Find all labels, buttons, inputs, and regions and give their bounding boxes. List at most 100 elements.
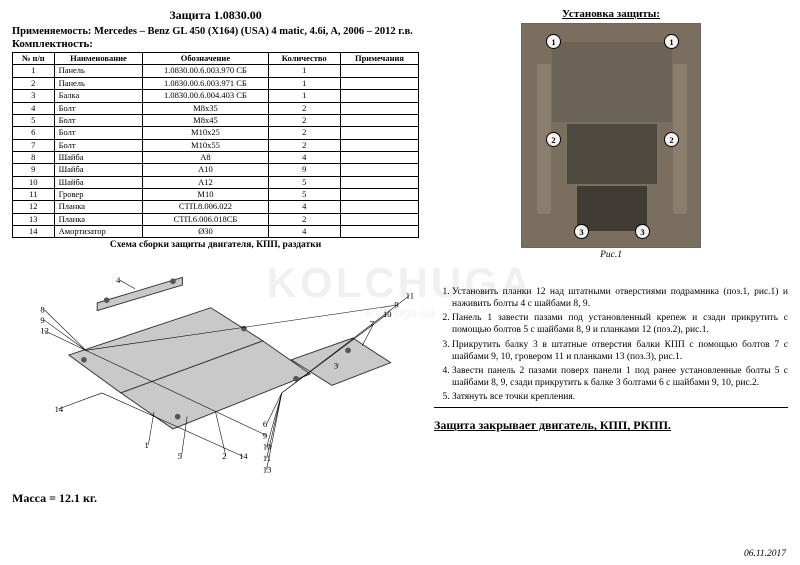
assembly-drawing: 489121415214691011133710911 Масса = 12.1… (12, 264, 419, 484)
table-cell: Шайба (54, 176, 143, 188)
table-cell: 4 (268, 201, 340, 213)
table-cell (340, 225, 418, 237)
photo-callout: 1 (664, 34, 679, 49)
kit-label: Комплектность: (12, 38, 419, 50)
table-cell (340, 201, 418, 213)
svg-text:13: 13 (263, 464, 272, 474)
table-cell: 11 (13, 188, 55, 200)
photo-callout: 1 (546, 34, 561, 49)
table-row: 6БолтМ10х252 (13, 127, 419, 139)
table-cell: Болт (54, 114, 143, 126)
table-cell: 1 (13, 65, 55, 77)
svg-text:1: 1 (145, 440, 149, 450)
mass-text: Масса = 12.1 кг. (12, 491, 419, 506)
table-row: 4БолтМ8х352 (13, 102, 419, 114)
table-cell: 9 (13, 164, 55, 176)
table-row: 1Панель1.0830.00.6.003.970 СБ1 (13, 65, 419, 77)
table-cell: 2 (268, 139, 340, 151)
table-cell: 2 (268, 114, 340, 126)
table-cell: 4 (13, 102, 55, 114)
table-row: 10ШайбаА125 (13, 176, 419, 188)
table-cell: СТП.6.006.018СБ (143, 213, 268, 225)
instruction-step: Завести панель 2 пазами поверх панели 1 … (452, 365, 788, 389)
table-cell: 10 (13, 176, 55, 188)
photo-callout: 3 (574, 224, 589, 239)
table-caption: Схема сборки защиты двигателя, КПП, разд… (12, 240, 419, 250)
instruction-step: Затянуть все точки крепления. (452, 391, 788, 403)
table-cell: Планка (54, 213, 143, 225)
photo-callout: 3 (635, 224, 650, 239)
svg-text:7: 7 (370, 319, 374, 329)
table-row: 9ШайбаА109 (13, 164, 419, 176)
instruction-step: Установить планки 12 над штатными отверс… (452, 286, 788, 310)
table-cell: 6 (13, 127, 55, 139)
parts-table: № п/пНаименованиеОбозначениеКоличествоПр… (12, 52, 419, 238)
table-cell: Болт (54, 102, 143, 114)
svg-text:9: 9 (263, 430, 267, 440)
photo-callout: 2 (546, 132, 561, 147)
svg-text:9: 9 (40, 315, 44, 325)
col-header: Обозначение (143, 53, 268, 65)
table-cell: Планка (54, 201, 143, 213)
svg-text:6: 6 (263, 419, 267, 429)
table-cell (340, 139, 418, 151)
table-cell: 8 (13, 151, 55, 163)
table-cell (340, 151, 418, 163)
table-cell: 5 (268, 188, 340, 200)
svg-text:9: 9 (394, 300, 398, 310)
table-cell: Гровер (54, 188, 143, 200)
svg-text:5: 5 (178, 451, 182, 461)
drawing-svg: 489121415214691011133710911 (12, 264, 419, 484)
table-cell: Амортизатор (54, 225, 143, 237)
install-heading: Установка защиты: (434, 8, 788, 20)
table-cell: 2 (13, 77, 55, 89)
table-cell: М8х45 (143, 114, 268, 126)
table-cell: А10 (143, 164, 268, 176)
top-row: Защита 1.0830.00 Применяемость: Mercedes… (12, 8, 788, 260)
table-cell (340, 188, 418, 200)
table-cell: 1.0830.00.6.003.970 СБ (143, 65, 268, 77)
applicability-label: Применяемость: (12, 26, 91, 37)
photo-callout: 2 (664, 132, 679, 147)
table-cell: Шайба (54, 164, 143, 176)
svg-text:14: 14 (55, 404, 64, 414)
table-row: 2Панель1.0830.00.6.003.971 СБ1 (13, 77, 419, 89)
svg-text:8: 8 (40, 304, 44, 314)
svg-text:4: 4 (116, 275, 121, 285)
applicability: Применяемость: Mercedes – Benz GL 450 (X… (12, 25, 419, 38)
table-row: 5БолтМ8х452 (13, 114, 419, 126)
table-cell (340, 77, 418, 89)
table-row: 12ПланкаСТП.8.006.0224 (13, 201, 419, 213)
header-column: Защита 1.0830.00 Применяемость: Mercedes… (12, 8, 419, 260)
table-cell (340, 213, 418, 225)
fig-caption: Рис.1 (434, 250, 788, 260)
divider (434, 407, 788, 410)
instruction-step: Прикрутить балку 3 в штатные отверстия б… (452, 339, 788, 363)
table-cell: Панель (54, 65, 143, 77)
table-cell: 1 (268, 90, 340, 102)
table-cell (340, 176, 418, 188)
table-row: 11ГроверМ105 (13, 188, 419, 200)
table-row: 7БолтМ10х552 (13, 139, 419, 151)
col-header: Количество (268, 53, 340, 65)
table-cell: Ø30 (143, 225, 268, 237)
svg-text:2: 2 (222, 451, 226, 461)
table-cell: М10 (143, 188, 268, 200)
table-cell: Шайба (54, 151, 143, 163)
instruction-step: Панель 1 завести пазами под установленны… (452, 312, 788, 336)
table-cell (340, 65, 418, 77)
table-cell: Панель (54, 77, 143, 89)
svg-text:11: 11 (263, 453, 271, 463)
table-cell: 1 (268, 77, 340, 89)
col-header: Наименование (54, 53, 143, 65)
table-cell: 5 (268, 176, 340, 188)
table-cell (340, 90, 418, 102)
table-cell (340, 102, 418, 114)
applicability-text: Mercedes – Benz GL 450 (X164) (USA) 4 ma… (94, 26, 413, 37)
bottom-row: 489121415214691011133710911 Масса = 12.1… (12, 264, 788, 484)
table-cell: М10х55 (143, 139, 268, 151)
table-cell: М8х35 (143, 102, 268, 114)
table-cell (340, 164, 418, 176)
table-cell: 1 (268, 65, 340, 77)
table-cell: 12 (13, 201, 55, 213)
